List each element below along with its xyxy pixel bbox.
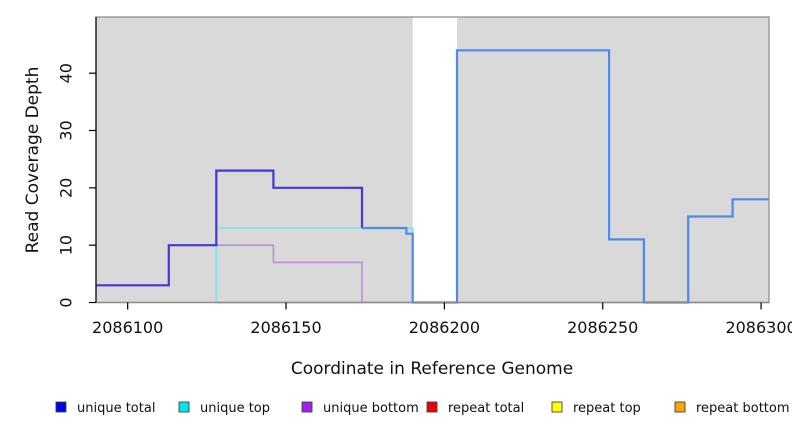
x-tick-label: 2086250 [567,318,638,337]
y-axis-title: Read Coverage Depth [23,67,43,254]
legend-swatch-unique-bottom [301,401,313,413]
legend-label-unique-total: unique total [77,401,155,416]
x-tick-label: 2086200 [409,318,480,337]
legend-swatch-repeat-bottom [674,401,686,413]
legend: unique total unique top unique bottom repea… [55,401,790,416]
plot-area [96,17,769,303]
x-axis-title: Coordinate in Reference Genome [291,359,573,379]
legend-swatch-unique-total [55,401,67,413]
axes: 0 10 20 30 40 2086100 2086150 2086200 2086250 208… [57,17,792,337]
legend-swatch-repeat-total [426,401,438,413]
legend-label-unique-top: unique top [200,401,270,416]
legend-swatch-repeat-top [551,401,563,413]
x-tick-label: 2086100 [92,318,163,337]
legend-swatch-unique-top [178,401,190,413]
no-data-band [412,17,458,303]
legend-label-unique-bottom: unique bottom [323,401,419,416]
legend-label-repeat-top: repeat top [573,401,641,416]
y-tick-label: 10 [57,235,76,255]
unique-total-left [96,169,364,287]
x-tick-label: 2086300 [725,318,792,337]
legend-label-repeat-total: repeat total [448,401,524,416]
y-tick-label: 40 [57,63,76,83]
legend-label-repeat-bottom: repeat bottom [696,401,790,416]
y-tick-label: 30 [57,120,76,140]
y-tick-label: 0 [57,297,76,307]
y-tick-label: 20 [57,178,76,198]
x-tick-label: 2086150 [250,318,321,337]
unique-total-right [362,49,769,304]
